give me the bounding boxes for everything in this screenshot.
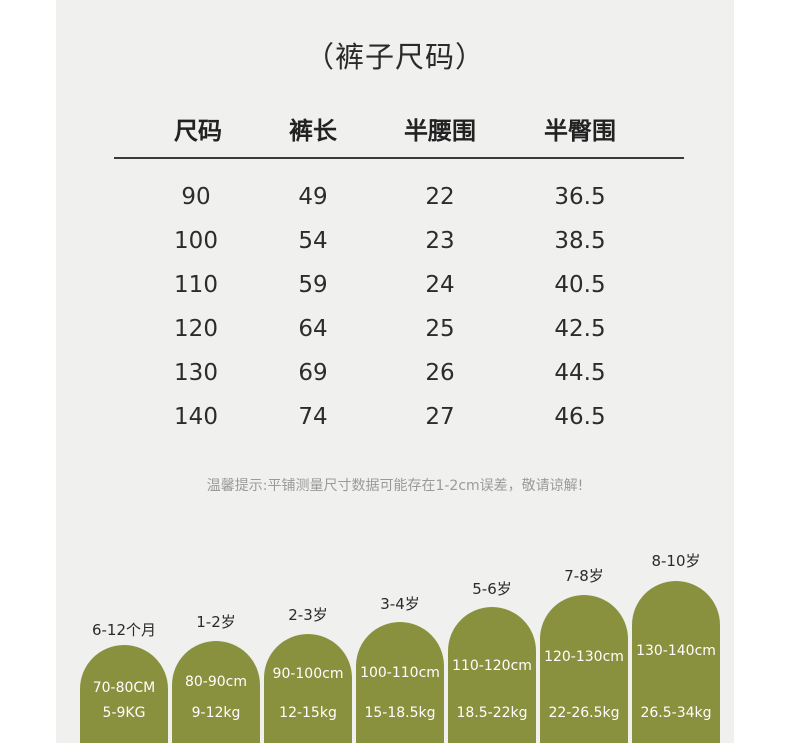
table-cell: 100 xyxy=(174,228,218,254)
height-range: 100-110cm xyxy=(360,665,440,681)
table-cell: 140 xyxy=(174,404,218,430)
weight-range: 9-12kg xyxy=(191,705,241,721)
weight-range: 18.5-22kg xyxy=(456,705,528,721)
table-cell: 27 xyxy=(425,404,455,430)
size-group-badge: 110-120cm 18.5-22kg xyxy=(448,607,536,743)
table-cell: 26 xyxy=(425,360,455,386)
table-cell: 36.5 xyxy=(554,184,606,210)
table-cell: 23 xyxy=(425,228,455,254)
table-cell: 110 xyxy=(174,272,218,298)
table-cell: 25 xyxy=(425,316,455,342)
age-label: 3-4岁 xyxy=(380,595,420,613)
height-range: 120-130cm xyxy=(544,649,624,665)
header-divider xyxy=(114,157,684,159)
height-range: 90-100cm xyxy=(272,666,344,682)
height-range: 130-140cm xyxy=(636,643,716,659)
header-size: 尺码 xyxy=(174,117,222,145)
table-cell: 74 xyxy=(298,404,328,430)
table-cell: 24 xyxy=(425,272,455,298)
table-cell: 49 xyxy=(298,184,328,210)
height-range: 70-80CM xyxy=(92,680,156,696)
header-waist: 半腰围 xyxy=(404,117,476,145)
size-group-badge: 70-80CM 5-9KG xyxy=(80,645,168,743)
weight-range: 5-9KG xyxy=(102,705,146,721)
table-cell: 64 xyxy=(298,316,328,342)
measurement-note: 温馨提示:平铺测量尺寸数据可能存在1-2cm误差，敬请谅解! xyxy=(206,478,584,494)
age-label: 6-12个月 xyxy=(91,621,157,639)
table-cell: 42.5 xyxy=(554,316,606,342)
age-label: 7-8岁 xyxy=(564,567,604,585)
header-length: 裤长 xyxy=(289,117,337,145)
age-label: 8-10岁 xyxy=(651,552,701,570)
height-range: 80-90cm xyxy=(184,674,247,690)
size-group-badge: 100-110cm 15-18.5kg xyxy=(356,622,444,743)
weight-range: 15-18.5kg xyxy=(364,705,436,721)
table-cell: 69 xyxy=(298,360,328,386)
table-cell: 54 xyxy=(298,228,328,254)
size-group-badge: 90-100cm 12-15kg xyxy=(264,634,352,743)
table-cell: 40.5 xyxy=(554,272,606,298)
size-group-badge: 130-140cm 26.5-34kg xyxy=(632,581,720,743)
table-cell: 44.5 xyxy=(554,360,606,386)
table-cell: 46.5 xyxy=(554,404,606,430)
size-group-badge: 120-130cm 22-26.5kg xyxy=(540,595,628,743)
table-cell: 120 xyxy=(174,316,218,342)
weight-range: 12-15kg xyxy=(279,705,337,721)
table-cell: 38.5 xyxy=(554,228,606,254)
table-cell: 59 xyxy=(298,272,328,298)
table-cell: 22 xyxy=(425,184,455,210)
size-group-badge: 80-90cm 9-12kg xyxy=(172,641,260,743)
page-title: （裤子尺码） xyxy=(304,40,485,74)
weight-range: 26.5-34kg xyxy=(640,705,712,721)
header-hip: 半臀围 xyxy=(544,117,616,145)
age-label: 1-2岁 xyxy=(196,613,236,631)
table-cell: 90 xyxy=(181,184,211,210)
height-range: 110-120cm xyxy=(452,658,532,674)
table-cell: 130 xyxy=(174,360,218,386)
age-label: 2-3岁 xyxy=(288,606,328,624)
weight-range: 22-26.5kg xyxy=(548,705,620,721)
age-label: 5-6岁 xyxy=(472,580,512,598)
